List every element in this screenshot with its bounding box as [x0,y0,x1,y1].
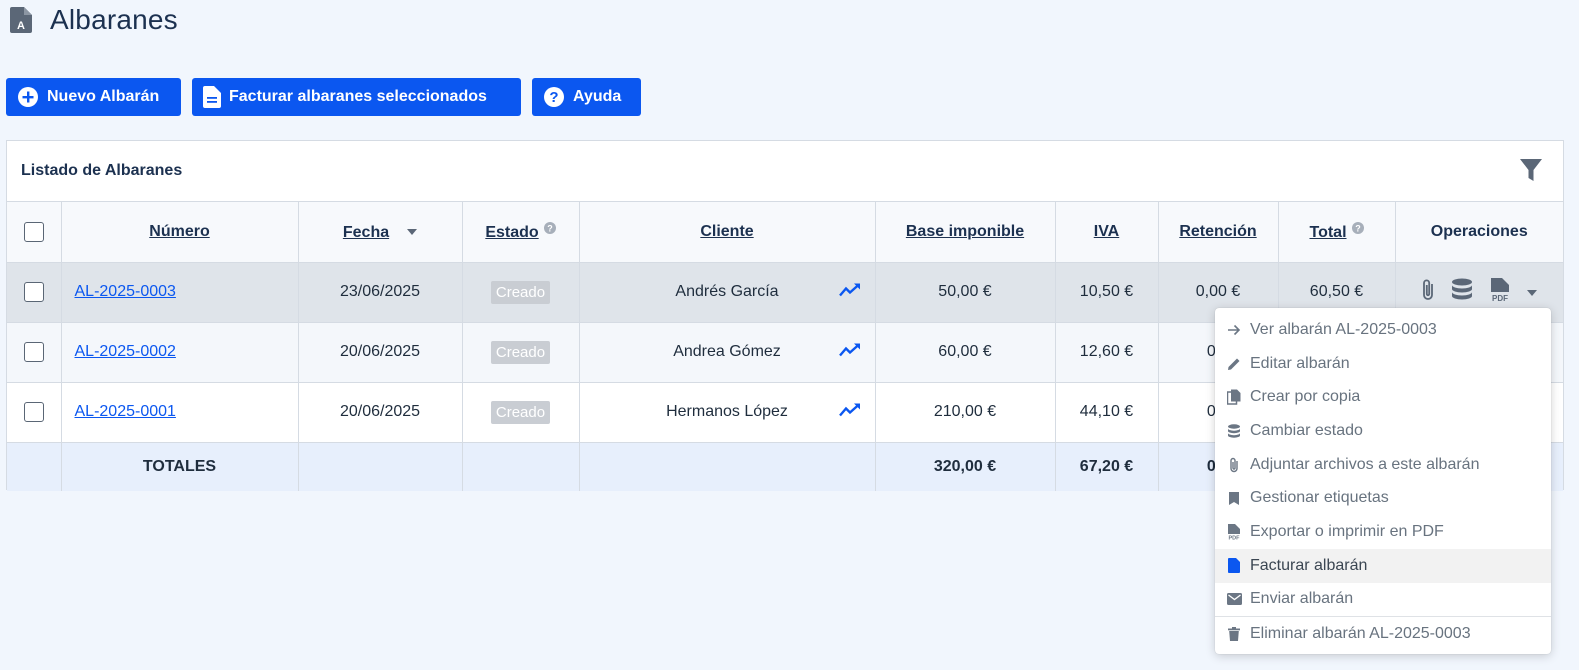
totals-label: TOTALES [61,442,299,491]
help-button[interactable]: ? Ayuda [532,78,641,116]
menu-item-delete[interactable]: Eliminar albarán AL-2025-0003 [1215,617,1551,651]
sort-desc-icon [407,222,418,240]
albaran-link[interactable]: AL-2025-0002 [61,322,299,383]
cliente-name: Hermanos López [666,403,788,420]
totals-iva: 67,20 € [1055,442,1159,491]
select-all-cell [7,202,62,263]
albaran-link[interactable]: AL-2025-0001 [61,382,299,443]
trending-up-icon[interactable] [838,283,861,302]
iva-cell: 12,60 € [1055,322,1159,383]
database-icon[interactable] [1451,278,1473,307]
status-badge: Creado [490,340,551,364]
albaran-doc-icon: A [10,5,34,35]
question-circle-icon: ? [544,87,564,107]
pencil-icon [1226,356,1242,372]
card-header: Listado de Albaranes [7,141,1563,202]
page-header: A Albaranes [10,4,178,36]
row-checkbox[interactable] [23,282,44,302]
col-cliente[interactable]: Cliente [579,202,876,263]
operations-dropdown-menu: Ver albarán AL-2025-0003 Editar albarán … [1215,308,1551,654]
table-row: AL-2025-0002 20/06/2025 Creado Andrea Gó… [7,322,1563,383]
fecha-cell: 20/06/2025 [298,382,463,443]
svg-text:A: A [17,20,25,32]
svg-text:PDF: PDF [1492,294,1508,302]
totals-base: 320,00 € [875,442,1056,491]
cliente-name: Andrés García [675,283,779,300]
pdf-icon: PDF [1226,523,1242,540]
new-albaran-button[interactable]: Nuevo Albarán [6,78,181,116]
filter-icon[interactable] [1518,158,1544,184]
col-iva[interactable]: IVA [1055,202,1159,263]
menu-item-send[interactable]: Enviar albarán [1215,583,1551,617]
menu-item-view[interactable]: Ver albarán AL-2025-0003 [1215,313,1551,347]
estado-cell: Creado [462,262,580,323]
cliente-cell: Andrés García [579,262,876,323]
pdf-icon[interactable]: PDF [1489,277,1511,307]
plus-circle-icon [18,87,38,107]
menu-item-tags[interactable]: Gestionar etiquetas [1215,481,1551,515]
file-text-icon [203,86,221,108]
invoice-selected-label: Facturar albaranes seleccionados [229,88,487,105]
trending-up-icon[interactable] [838,403,861,422]
estado-cell: Creado [462,322,580,383]
status-badge: Creado [490,400,551,424]
help-icon[interactable]: ? [543,221,556,239]
card-title: Listado de Albaranes [21,162,183,179]
base-cell: 210,00 € [875,382,1056,443]
paperclip-icon [1226,457,1242,473]
estado-cell: Creado [462,382,580,443]
toolbar: Nuevo Albarán Facturar albaranes selecci… [6,78,641,116]
menu-item-attach[interactable]: Adjuntar archivos a este albarán [1215,448,1551,482]
invoice-selected-button[interactable]: Facturar albaranes seleccionados [192,78,521,116]
menu-item-export-pdf[interactable]: PDF Exportar o imprimir en PDF [1215,515,1551,549]
fecha-cell: 20/06/2025 [298,322,463,383]
iva-cell: 44,10 € [1055,382,1159,443]
col-retencion[interactable]: Retención [1158,202,1279,263]
menu-item-copy[interactable]: Crear por copia [1215,380,1551,414]
col-estado[interactable]: Estado? [462,202,580,263]
col-base[interactable]: Base imponible [875,202,1056,263]
database-icon [1226,423,1242,439]
svg-text:PDF: PDF [1229,535,1241,540]
row-checkbox[interactable] [23,342,44,362]
col-total[interactable]: Total? [1278,202,1396,263]
arrow-right-icon [1226,322,1242,338]
col-numero[interactable]: Número [61,202,299,263]
bookmark-icon [1226,490,1242,506]
menu-item-change-status[interactable]: Cambiar estado [1215,414,1551,448]
cliente-cell: Hermanos López [579,382,876,443]
svg-text:?: ? [547,224,553,234]
trash-icon [1226,626,1242,642]
copy-icon [1226,389,1242,405]
status-badge: Creado [490,280,551,304]
row-checkbox[interactable] [23,402,44,422]
paperclip-icon[interactable] [1421,278,1435,307]
select-all-checkbox[interactable] [23,221,44,242]
fecha-cell: 23/06/2025 [298,262,463,323]
table-header-row: Número Fecha Estado? Cliente Base imponi… [7,202,1563,263]
svg-text:?: ? [1355,224,1361,234]
chevron-down-icon[interactable] [1527,283,1538,301]
trending-up-icon[interactable] [838,343,861,362]
base-cell: 50,00 € [875,262,1056,323]
base-cell: 60,00 € [875,322,1056,383]
file-icon [1226,558,1242,574]
col-operaciones: Operaciones [1395,202,1563,263]
help-label: Ayuda [573,88,622,105]
col-fecha[interactable]: Fecha [298,202,463,263]
menu-item-invoice[interactable]: Facturar albarán [1215,548,1551,583]
menu-item-edit[interactable]: Editar albarán [1215,347,1551,381]
albaran-link[interactable]: AL-2025-0003 [61,262,299,323]
iva-cell: 10,50 € [1055,262,1159,323]
new-albaran-label: Nuevo Albarán [47,88,160,105]
menu-divider [1215,616,1551,618]
envelope-icon [1226,591,1242,607]
cliente-name: Andrea Gómez [673,343,781,360]
help-icon[interactable]: ? [1351,221,1364,239]
cliente-cell: Andrea Gómez [579,322,876,383]
page-title: Albaranes [50,4,178,35]
svg-text:?: ? [549,89,558,106]
